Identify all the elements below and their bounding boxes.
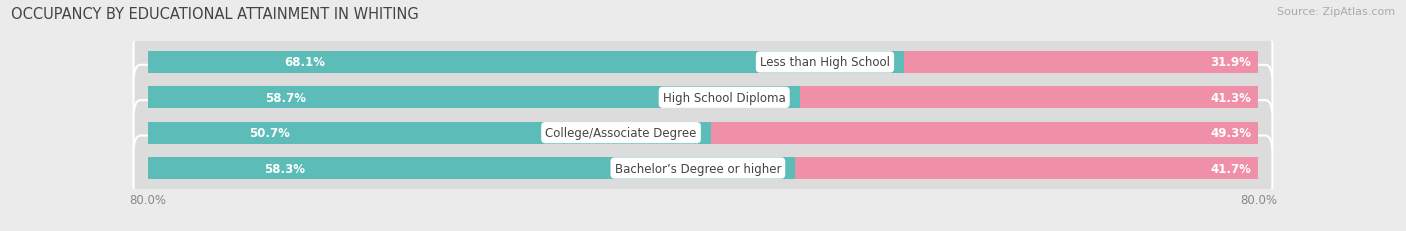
FancyBboxPatch shape: [134, 30, 1272, 95]
Text: 41.7%: 41.7%: [1211, 162, 1251, 175]
Text: Source: ZipAtlas.com: Source: ZipAtlas.com: [1277, 7, 1395, 17]
Text: Less than High School: Less than High School: [761, 56, 890, 69]
Bar: [796, 157, 1258, 179]
Text: 31.9%: 31.9%: [1211, 56, 1251, 69]
Bar: [148, 87, 800, 109]
FancyBboxPatch shape: [134, 101, 1272, 165]
Text: 68.1%: 68.1%: [284, 56, 325, 69]
Text: College/Associate Degree: College/Associate Degree: [546, 127, 697, 140]
Text: 50.7%: 50.7%: [249, 127, 290, 140]
Bar: [148, 157, 796, 179]
Text: OCCUPANCY BY EDUCATIONAL ATTAINMENT IN WHITING: OCCUPANCY BY EDUCATIONAL ATTAINMENT IN W…: [11, 7, 419, 22]
Bar: [148, 52, 904, 74]
FancyBboxPatch shape: [134, 136, 1272, 201]
FancyBboxPatch shape: [134, 66, 1272, 130]
Text: Bachelor’s Degree or higher: Bachelor’s Degree or higher: [614, 162, 782, 175]
Text: 58.3%: 58.3%: [264, 162, 305, 175]
Bar: [904, 52, 1258, 74]
Bar: [711, 122, 1258, 144]
Text: 41.3%: 41.3%: [1211, 91, 1251, 104]
Bar: [800, 87, 1258, 109]
Text: 58.7%: 58.7%: [264, 91, 307, 104]
Bar: [148, 122, 711, 144]
Text: High School Diploma: High School Diploma: [662, 91, 786, 104]
Text: 49.3%: 49.3%: [1211, 127, 1251, 140]
